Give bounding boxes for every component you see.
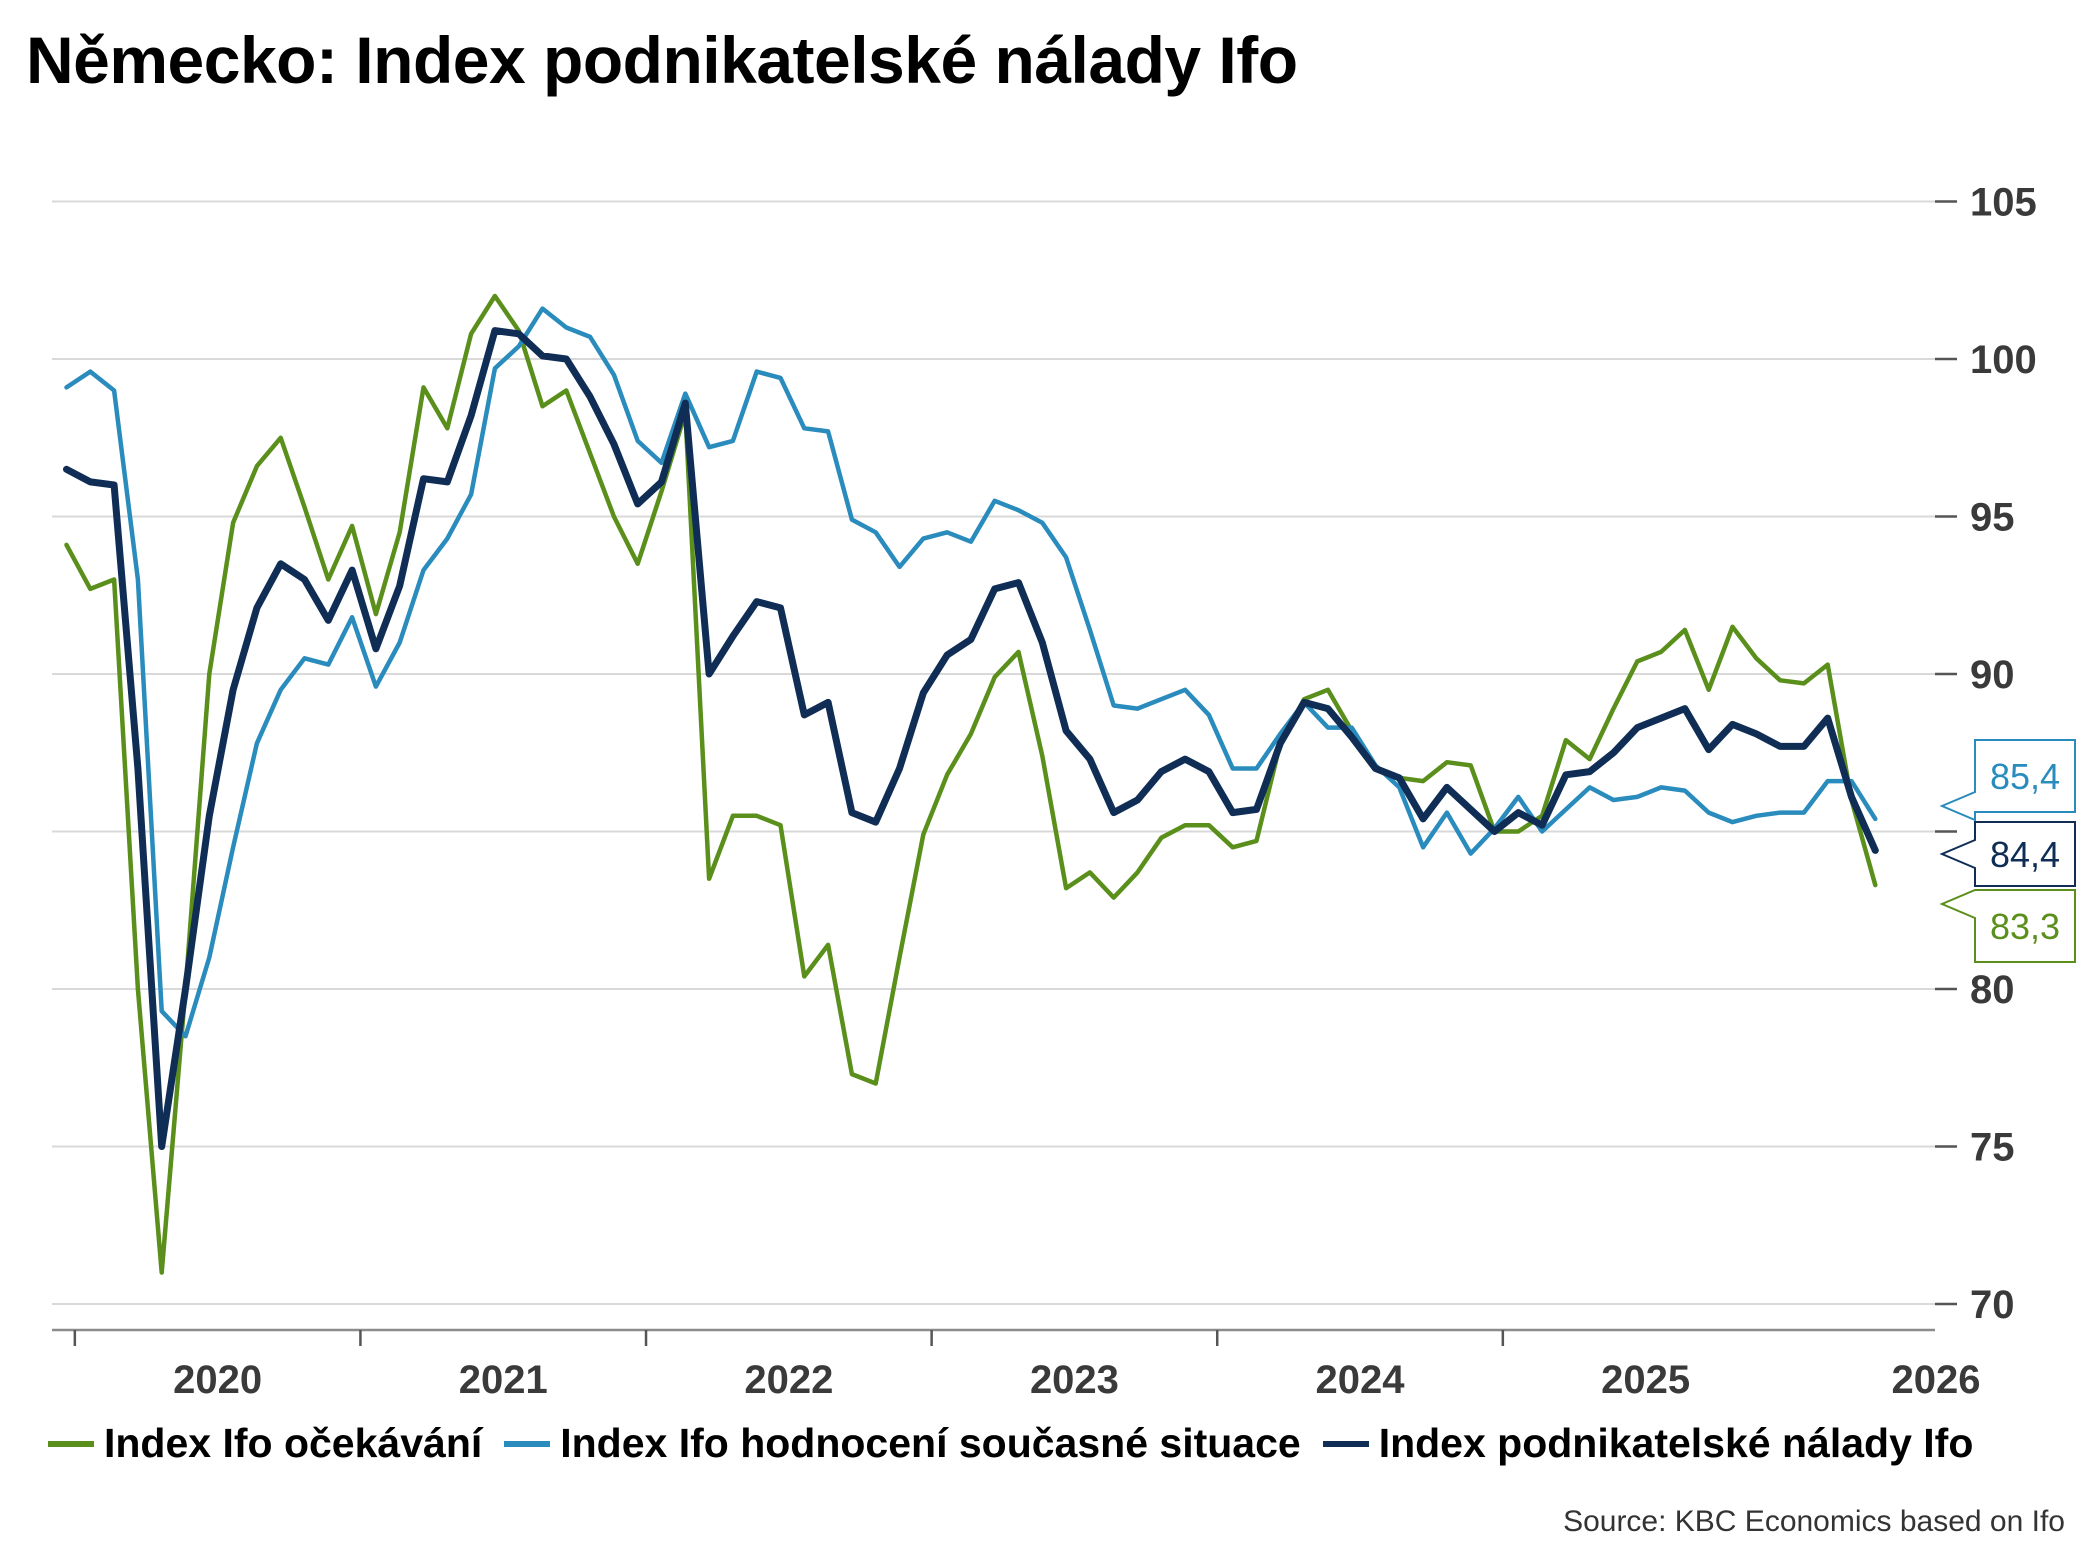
grid-lines xyxy=(52,200,1935,1305)
x-tick-label-2023: 2023 xyxy=(1030,1358,1119,1402)
series-line-expectations xyxy=(64,293,1878,1275)
legend-label-climate: Index podnikatelské nálady Ifo xyxy=(1378,1420,1974,1466)
x-tick-label-2021: 2021 xyxy=(459,1358,548,1402)
callout-label-current: 85,4 xyxy=(1990,756,2060,797)
callout-label-expectations: 83,3 xyxy=(1990,906,2060,947)
x-tick-label-2020: 2020 xyxy=(173,1358,262,1402)
legend-swatch-climate xyxy=(1322,1440,1369,1447)
legend-swatch-current xyxy=(504,1440,551,1447)
series-line-climate xyxy=(63,327,1879,1150)
legend-label-expectations: Index Ifo očekávání xyxy=(104,1420,483,1466)
x-axis xyxy=(52,1328,1935,1346)
legend-label-current: Index Ifo hodnocení současné situace xyxy=(560,1420,1301,1466)
legend-item-expectations: Index Ifo očekávání xyxy=(48,1420,482,1467)
last-value-callouts: 83,3 85,4 84,4 xyxy=(1939,739,2076,963)
series-line-current xyxy=(64,306,1878,1039)
callout-box-climate xyxy=(1939,821,2076,887)
legend-item-climate: Index podnikatelské nálady Ifo xyxy=(1322,1420,1974,1467)
callout-box-expectations xyxy=(1939,889,2076,963)
series-lines xyxy=(63,293,1879,1275)
x-tick-label-2022: 2022 xyxy=(744,1358,833,1402)
y-tick-label-100: 100 xyxy=(1970,338,2037,382)
legend-swatch-expectations xyxy=(48,1440,94,1447)
x-tick-label-2024: 2024 xyxy=(1316,1358,1406,1402)
y-tick-label-75: 75 xyxy=(1970,1126,2015,1170)
source-note: Source: KBC Economics based on Ifo xyxy=(1563,1505,2065,1538)
callout-label-climate: 84,4 xyxy=(1990,834,2060,875)
y-axis: 70 75 80 90 95 100 105 xyxy=(1935,181,2037,1327)
y-tick-label-70: 70 xyxy=(1970,1283,2015,1327)
y-tick-label-105: 105 xyxy=(1970,181,2037,225)
x-tick-label-2026: 2026 xyxy=(1892,1358,1981,1402)
y-tick-label-90: 90 xyxy=(1970,653,2015,697)
legend: Index Ifo očekávání Index Ifo hodnocení … xyxy=(48,1420,1995,1467)
y-tick-label-80: 80 xyxy=(1970,968,2015,1012)
x-tick-labels: 2020 2021 2022 2023 2024 2025 2026 xyxy=(173,1358,1980,1402)
chart-title: Německo: Index podnikatelské nálady Ifo xyxy=(26,23,1298,97)
callout-box-current xyxy=(1939,739,2076,822)
legend-item-current: Index Ifo hodnocení současné situace xyxy=(504,1420,1301,1467)
x-tick-label-2025: 2025 xyxy=(1601,1358,1690,1402)
y-tick-label-95: 95 xyxy=(1970,496,2015,540)
